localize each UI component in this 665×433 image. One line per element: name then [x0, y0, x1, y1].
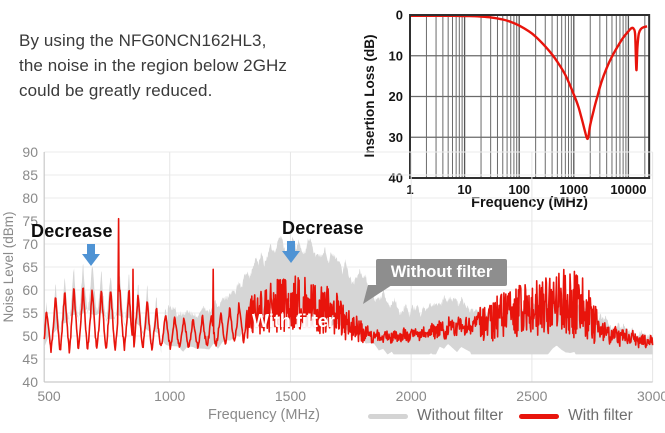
x-tick-label: 2500	[516, 388, 547, 404]
y-tick-label: 45	[22, 351, 38, 367]
inset-x-tick-label: 10000	[610, 182, 646, 197]
with-filter-label: With filter	[252, 311, 335, 331]
inset-x-tick-label: 1	[406, 182, 413, 197]
y-tick-label: 60	[22, 282, 38, 298]
decrease-annotation-left: Decrease	[31, 221, 113, 241]
legend-swatch-without-filter	[368, 413, 408, 419]
noise-level-chart: 40 45 50 55 60 65 70 75 80 85 90 500 1000 1500 2000 250…	[1, 144, 665, 423]
y-tick-label: 90	[22, 144, 38, 160]
legend-label: With filter	[568, 407, 633, 424]
callout-tail	[363, 285, 392, 304]
intro-line: could be greatly reduced.	[19, 81, 213, 100]
inset-frame	[409, 14, 651, 179]
intro-line: the noise in the region below 2GHz	[19, 56, 288, 75]
y-tick-label: 80	[22, 190, 38, 206]
decrease-annotation-mid: Decrease	[282, 218, 364, 238]
chart-legend: Without filter With filter	[368, 407, 633, 425]
y-tick-label: 70	[22, 236, 38, 252]
x-tick-label: 3000	[637, 388, 665, 404]
y-tick-label: 75	[22, 213, 38, 229]
insertion-loss-chart: 0 10 20 30 401 10 100 1000 10000 Insertion Loss (…	[362, 8, 651, 210]
series-without-filter	[44, 235, 653, 355]
y-tick-label: 65	[22, 259, 38, 275]
y-axis-title: Noise Level (dBm)	[1, 211, 16, 322]
inset-y-tick-label: 20	[389, 89, 403, 104]
inset-x-tick-label: 100	[508, 182, 530, 197]
y-tick-label: 85	[22, 167, 38, 183]
inset-y-tick-label: 30	[389, 130, 403, 145]
inset-y-tick-label: 0	[396, 8, 403, 23]
inset-x-tick-label: 1000	[559, 182, 588, 197]
legend-label: Without filter	[417, 407, 504, 424]
inset-x-tick-label: 10	[457, 182, 471, 197]
inset-x-axis-title: Frequency (MHz)	[471, 195, 588, 210]
down-arrow-icon	[82, 244, 100, 266]
insertion-loss-curve	[410, 15, 648, 141]
intro-text: By using the NFG0NCN162HL3, the noise in…	[19, 28, 369, 103]
x-tick-label: 500	[37, 388, 61, 404]
x-tick-label: 2000	[396, 388, 427, 404]
legend-item-with-filter: With filter	[519, 407, 633, 425]
down-arrow-icon	[282, 241, 300, 263]
x-tick-label: 1500	[275, 388, 306, 404]
without-filter-callout: Without filter	[376, 259, 507, 286]
x-axis-title: Frequency (MHz)	[208, 407, 320, 423]
series-with-filter	[43, 217, 654, 354]
inset-y-axis-title: Insertion Loss (dB)	[362, 34, 377, 157]
x-tick-label: 1000	[154, 388, 185, 404]
y-tick-label: 55	[22, 305, 38, 321]
y-tick-label: 40	[22, 374, 38, 390]
intro-line: By using the NFG0NCN162HL3,	[19, 31, 267, 50]
legend-item-without-filter: Without filter	[368, 407, 503, 425]
inset-y-tick-label: 40	[389, 171, 403, 186]
legend-swatch-with-filter	[519, 413, 560, 419]
inset-y-tick-label: 10	[389, 48, 403, 63]
y-tick-label: 50	[22, 328, 38, 344]
